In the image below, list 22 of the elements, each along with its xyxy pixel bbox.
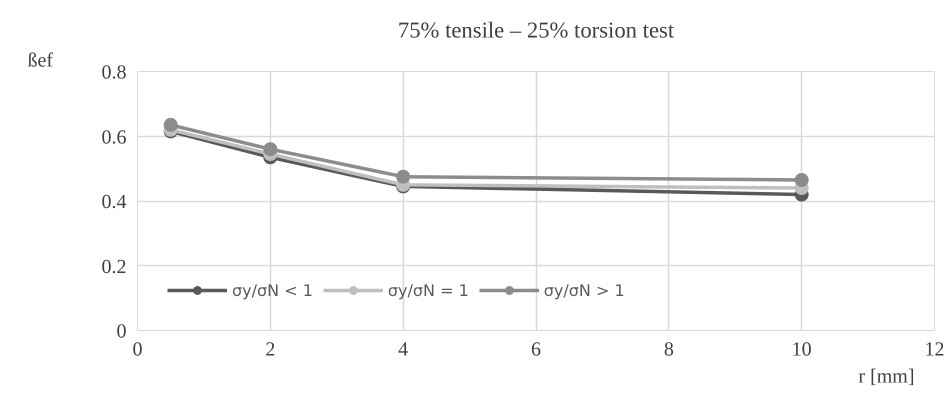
point	[164, 118, 178, 132]
y-tick-label: 0.6	[102, 126, 126, 148]
x-tick-label: 6	[531, 338, 541, 360]
x-tick-label: 4	[398, 338, 408, 360]
y-tick-label: 0	[116, 320, 126, 342]
legend-label: σy/σN = 1	[388, 280, 469, 300]
y-axis-title: ßef	[28, 50, 54, 72]
chart-title: 75% tensile – 25% torsion test	[398, 18, 675, 42]
x-tick-label: 0	[132, 338, 142, 360]
legend-label: σy/σN < 1	[232, 280, 313, 300]
point	[794, 172, 809, 187]
x-tick-label: 10	[792, 338, 812, 360]
y-tick-label: 0.2	[102, 256, 126, 278]
x-tick-label: 12	[924, 338, 944, 360]
y-tick-label: 0.8	[102, 62, 126, 84]
x-axis-title: r [mm]	[858, 366, 914, 388]
legend-label: σy/σN > 1	[544, 280, 625, 300]
y-tick-label: 0.4	[102, 191, 126, 213]
point	[263, 142, 278, 156]
point	[396, 170, 410, 184]
x-tick-label: 8	[664, 338, 674, 360]
x-tick-label: 2	[265, 338, 276, 360]
